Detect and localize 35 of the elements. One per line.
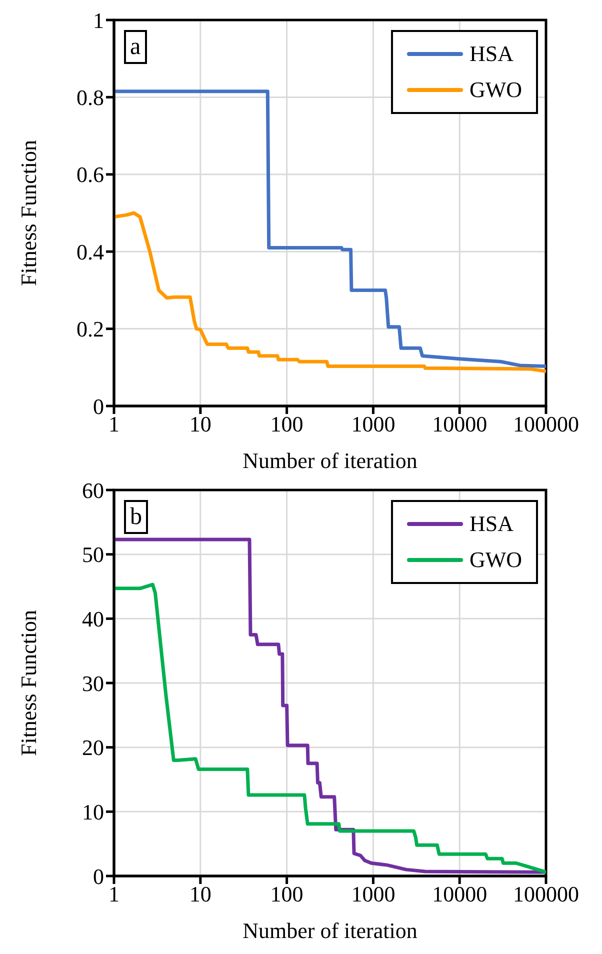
y-tick-label: 0 <box>93 864 104 889</box>
x-tick-label: 10 <box>189 882 212 907</box>
x-tick-label: 100 <box>270 412 304 437</box>
y-tick-label: 50 <box>82 542 104 568</box>
x-tick-label: 1 <box>108 412 120 437</box>
x-axis-title: Number of iteration <box>242 448 418 473</box>
y-tick-label: 40 <box>82 606 104 632</box>
y-tick-label: 0.2 <box>76 316 104 342</box>
y-tick-label: 0.6 <box>76 162 104 188</box>
y-tick-label: 10 <box>82 799 104 824</box>
x-tick-label: 10 <box>189 412 212 437</box>
y-tick-label: 1 <box>93 8 104 33</box>
x-tick-label: 10000 <box>432 412 488 437</box>
legend-label: GWO <box>469 546 522 574</box>
legend-label: HSA <box>469 40 514 68</box>
y-axis-title: Fitness Function <box>16 610 41 756</box>
y-axis-title: Fitness Function <box>16 140 41 286</box>
legend-label: HSA <box>469 510 514 538</box>
y-tick-label: 0 <box>93 394 104 419</box>
legend-label: GWO <box>469 76 522 104</box>
x-tick-label: 1 <box>108 882 120 907</box>
x-tick-label: 100000 <box>513 412 579 437</box>
y-tick-label: 0.4 <box>76 239 104 264</box>
x-axis-title: Number of iteration <box>242 918 418 943</box>
annotation: b <box>124 500 148 534</box>
x-tick-label: 10000 <box>432 882 488 907</box>
y-tick-label: 60 <box>82 478 104 503</box>
x-tick-label: 100000 <box>513 882 579 907</box>
x-tick-label: 100 <box>270 882 304 907</box>
x-tick-label: 1000 <box>351 882 396 907</box>
annotation: a <box>124 30 147 64</box>
y-tick-label: 30 <box>82 670 104 696</box>
x-tick-label: 1000 <box>351 412 396 437</box>
y-tick-label: 20 <box>82 735 104 760</box>
y-tick-label: 0.8 <box>76 85 104 110</box>
